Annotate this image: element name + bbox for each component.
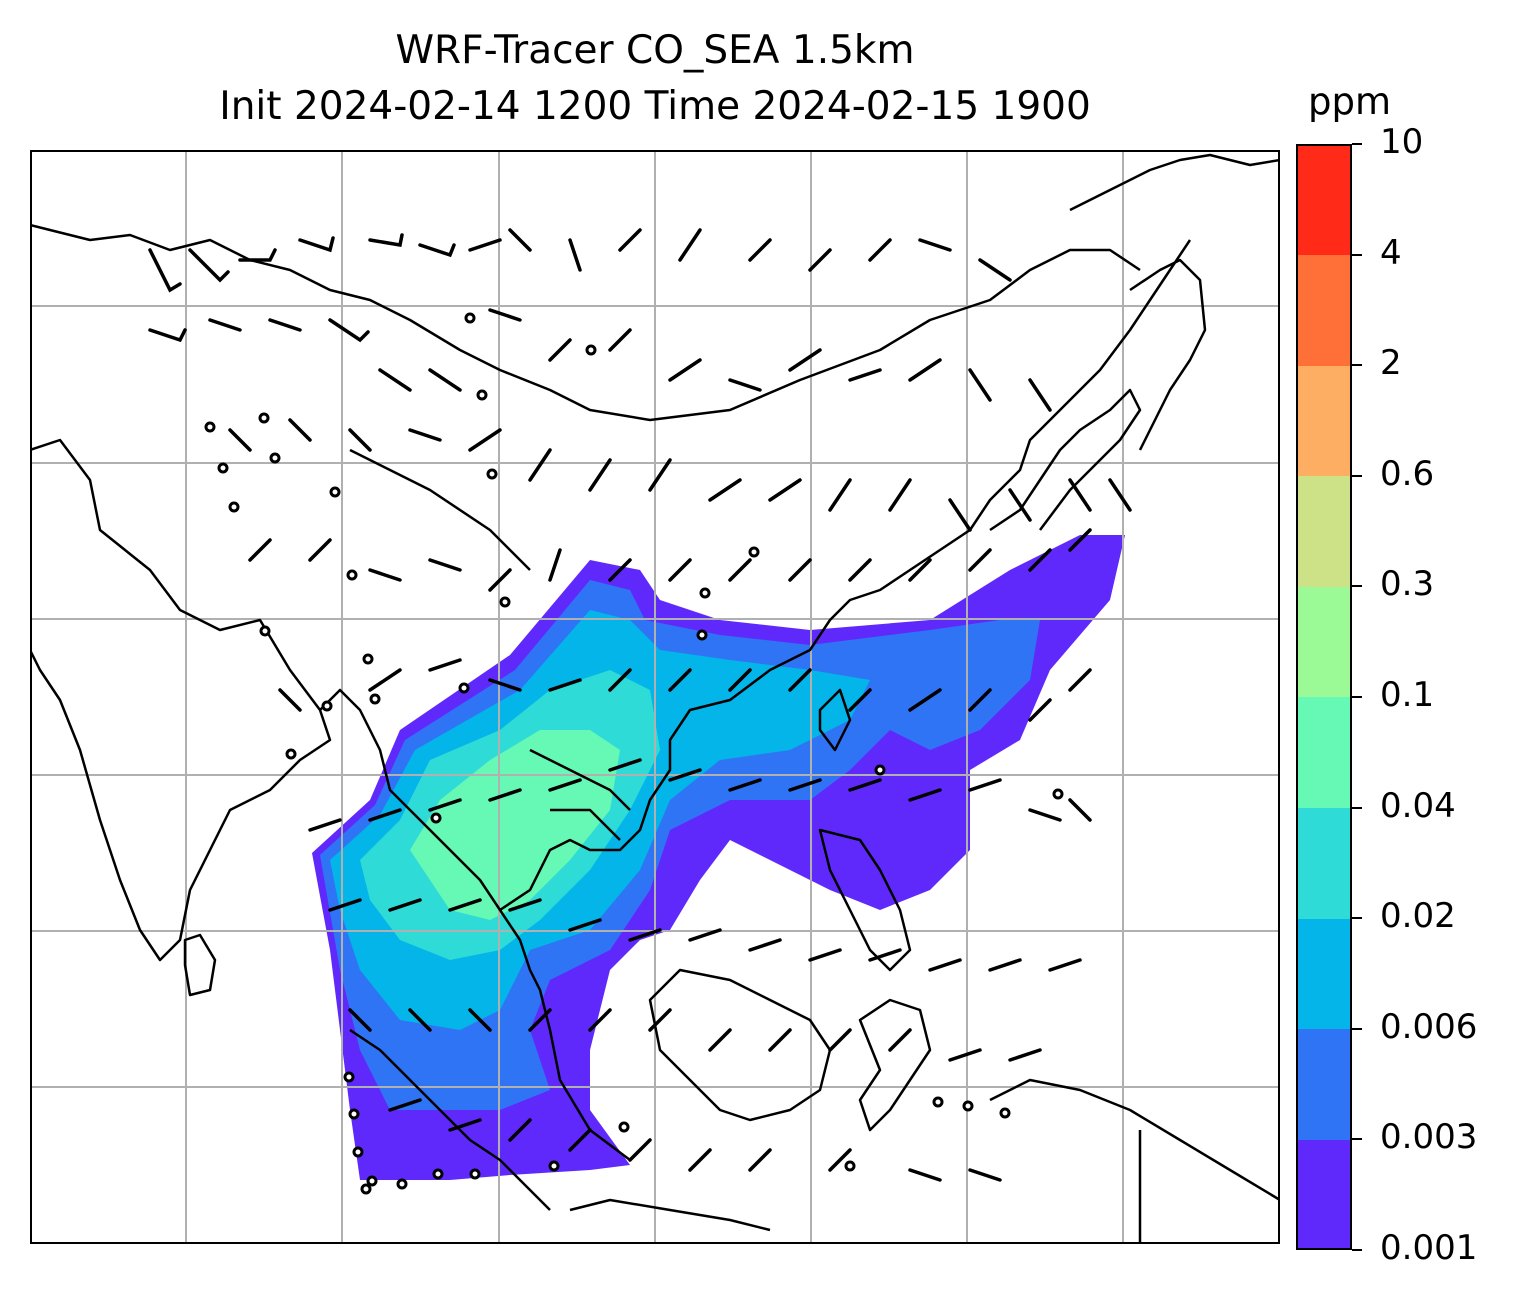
coastline-india	[30, 438, 332, 962]
colorbar-tick-label: 10	[1380, 122, 1424, 162]
colorbar-segment	[1296, 697, 1352, 809]
colorbar-tick-mark	[1352, 806, 1362, 809]
colorbar-segment	[1296, 144, 1352, 256]
colorbar-segment	[1296, 807, 1352, 919]
coastline-indochina	[499, 239, 1192, 912]
border-lines	[349, 448, 1142, 1244]
colorbar-segment	[1296, 475, 1352, 587]
colorbar-tick-mark	[1352, 696, 1362, 698]
colorbar-tick-mark	[1352, 474, 1362, 477]
colorbar-segment	[1296, 1139, 1352, 1251]
wind-barbs	[148, 228, 1132, 1182]
colorbar-tick-label: 0.1	[1380, 675, 1435, 715]
colorbar-tick-label: 0.3	[1380, 564, 1435, 605]
colorbar-tick-label: 0.006	[1380, 1006, 1478, 1047]
plume-level-5	[410, 730, 620, 920]
coastline-korea	[989, 388, 1142, 532]
coastline-japan	[1129, 258, 1207, 451]
colorbar-segment	[1296, 254, 1352, 366]
colorbar-tick-label: 0.003	[1380, 1117, 1478, 1158]
coastline-northeast	[1069, 153, 1280, 212]
colorbar	[1296, 144, 1352, 1251]
colorbar-tick-label: 0.001	[1380, 1228, 1478, 1268]
colorbar-segment	[1296, 586, 1352, 698]
coastline-newguinea	[989, 1078, 1280, 1202]
colorbar-ticks: 0.001 0.003 0.006 0.02 0.04 0.1 0.3 0.6 2 4 10	[1352, 122, 1528, 1268]
chart-title-line1: WRF-Tracer CO_SEA 1.5km	[395, 28, 915, 73]
coastline-sulawesi	[858, 998, 932, 1132]
coastline-borneo	[648, 968, 832, 1122]
colorbar-segment	[1296, 918, 1352, 1030]
coastline-northern	[30, 223, 1141, 422]
coastline-taiwan-philippines	[818, 688, 912, 972]
colorbar-tick-mark	[1352, 1249, 1362, 1251]
colorbar-tick-label: 4	[1380, 232, 1402, 273]
colorbar-tick-label: 0.04	[1380, 785, 1456, 826]
colorbar-segment	[1296, 365, 1352, 477]
colorbar-tick-mark	[1352, 364, 1362, 367]
chart-title-line2: Init 2024-02-14 1200 Time 2024-02-15 190…	[219, 84, 1091, 129]
colorbar-tick-mark	[1352, 585, 1362, 588]
colorbar-tick-mark	[1352, 1027, 1362, 1030]
colorbar-tick-label: 0.6	[1380, 453, 1435, 494]
colorbar-border	[1296, 144, 1352, 1250]
colorbar-tick-mark	[1352, 253, 1362, 256]
colorbar-tick-label: 2	[1380, 343, 1402, 384]
colorbar-tick-mark	[1352, 143, 1362, 145]
coastline-java	[569, 1198, 771, 1232]
colorbar-unit-label: ppm	[1308, 80, 1392, 123]
gridlines	[30, 150, 1280, 1244]
coastline-sumatra	[349, 1028, 551, 1211]
colorbar-tick-mark	[1352, 1138, 1362, 1141]
island-srilanka	[183, 933, 217, 997]
colorbar-segment	[1296, 1028, 1352, 1140]
colorbar-tick-label: 0.02	[1380, 896, 1456, 937]
calm-markers	[204, 312, 1064, 1195]
colorbar-tick-mark	[1352, 917, 1362, 920]
coastlines	[30, 153, 1280, 1244]
map-panel	[30, 150, 1280, 1244]
coastline-bay-of-bengal	[319, 688, 631, 1161]
